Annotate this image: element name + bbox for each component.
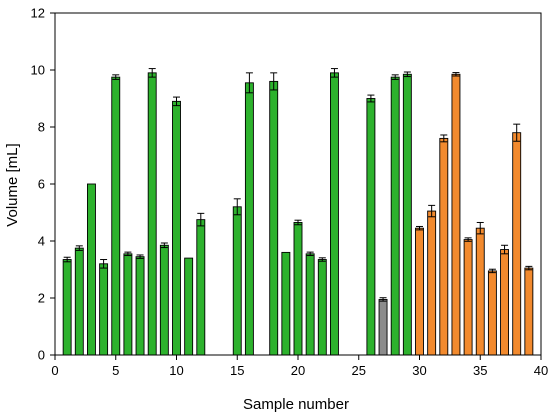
- bar-sample-28: [390, 76, 400, 356]
- x-tick-label-20: 20: [291, 363, 305, 378]
- error-bar-sample-5: [112, 74, 120, 80]
- x-tick-label-0: 0: [51, 363, 58, 378]
- error-bar-sample-1: [63, 256, 71, 263]
- bar-sample-26: [366, 98, 376, 356]
- error-bar-sample-9: [160, 242, 168, 249]
- bar-sample-18: [269, 80, 279, 356]
- error-bar-sample-20: [294, 219, 302, 226]
- error-bar-sample-23: [330, 68, 338, 78]
- axes-layer: 0 5 10 15 20 25 30 35 40 0 2 4 6 8 10 12: [31, 6, 549, 379]
- bar-sample-3: [86, 183, 96, 356]
- y-tick-label-12: 12: [31, 6, 45, 21]
- error-bar-sample-12: [197, 212, 205, 227]
- error-bar-sample-38: [513, 123, 521, 142]
- error-bar-sample-21: [306, 251, 314, 257]
- bar-sample-33: [451, 73, 461, 356]
- bar-sample-23: [330, 72, 339, 356]
- bar-sample-9: [159, 244, 169, 356]
- bar-sample-15: [232, 206, 242, 356]
- error-bar-sample-29: [403, 71, 411, 78]
- y-tick-label-6: 6: [38, 177, 45, 192]
- error-bar-sample-39: [525, 265, 533, 271]
- bar-sample-39: [524, 267, 534, 356]
- y-tick-label-4: 4: [38, 234, 45, 249]
- x-tick-label-35: 35: [473, 363, 487, 378]
- x-axis-title: Sample number: [243, 396, 349, 413]
- bar-sample-16: [244, 82, 254, 356]
- x-tick-label-5: 5: [112, 363, 119, 378]
- error-bar-sample-27: [379, 297, 387, 302]
- bar-sample-6: [123, 253, 133, 356]
- bar-sample-35: [475, 227, 485, 356]
- error-bar-sample-6: [124, 251, 132, 257]
- bar-sample-32: [439, 137, 449, 356]
- error-bar-sample-35: [476, 221, 484, 235]
- y-tick-label-8: 8: [38, 120, 45, 135]
- bar-sample-11: [184, 257, 194, 356]
- error-bar-sample-32: [440, 134, 448, 143]
- bar-sample-10: [172, 100, 181, 356]
- error-bar-sample-30: [416, 225, 423, 231]
- error-bar-sample-2: [75, 245, 83, 251]
- error-bar-sample-33: [452, 72, 460, 77]
- y-axis-title: Volume [mL]: [4, 143, 21, 226]
- y-tick-label-2: 2: [38, 291, 45, 306]
- bar-sample-1: [62, 259, 72, 356]
- error-bar-sample-26: [367, 94, 375, 103]
- bar-sample-2: [74, 247, 84, 356]
- error-bar-sample-18: [270, 72, 278, 91]
- bar-sample-19: [281, 251, 291, 356]
- error-bar-sample-22: [318, 257, 326, 262]
- y-tick-label-0: 0: [38, 348, 45, 363]
- error-bar-sample-31: [428, 204, 436, 218]
- bar-sample-22: [317, 259, 327, 356]
- bar-sample-38: [512, 132, 522, 356]
- error-bar-sample-7: [136, 254, 144, 259]
- y-tick-label-10: 10: [31, 63, 45, 78]
- bar-sample-7: [135, 256, 145, 356]
- error-bar-sample-16: [245, 72, 253, 94]
- bar-sample-5: [111, 76, 121, 356]
- error-bars-layer: [63, 68, 533, 302]
- bar-sample-27: [378, 298, 388, 356]
- bar-sample-4: [99, 263, 109, 356]
- bars-layer: [62, 72, 534, 356]
- bar-sample-8: [147, 72, 157, 356]
- x-tick-label-10: 10: [169, 363, 183, 378]
- bar-sample-37: [500, 249, 509, 356]
- x-tick-label-30: 30: [412, 363, 426, 378]
- x-tick-label-40: 40: [534, 363, 548, 378]
- bar-sample-34: [463, 239, 473, 356]
- bar-sample-21: [305, 253, 315, 356]
- error-bar-sample-34: [464, 237, 472, 242]
- error-bar-sample-10: [173, 96, 180, 107]
- bar-sample-36: [487, 270, 497, 356]
- bar-sample-30: [415, 227, 424, 356]
- bar-sample-31: [427, 210, 437, 356]
- error-bar-sample-15: [233, 198, 241, 216]
- bar-sample-29: [402, 73, 412, 356]
- x-tick-label-25: 25: [352, 363, 366, 378]
- error-bar-sample-37: [501, 244, 509, 255]
- bar-sample-12: [196, 219, 206, 356]
- bar-sample-20: [293, 222, 303, 356]
- error-bar-sample-8: [148, 68, 156, 78]
- error-bar-sample-28: [391, 74, 399, 80]
- error-bar-sample-4: [100, 259, 108, 269]
- error-bar-sample-36: [488, 268, 496, 274]
- x-tick-label-15: 15: [230, 363, 244, 378]
